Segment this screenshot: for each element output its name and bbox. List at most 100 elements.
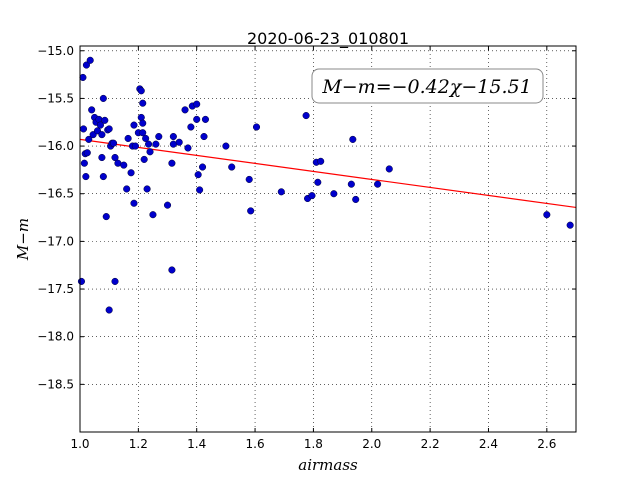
data-point (566, 221, 574, 229)
data-point (130, 199, 138, 207)
fit-annotation: M−m=−0.42χ−15.51 (311, 68, 544, 104)
data-point (317, 157, 325, 165)
x-tick-label: 2.2 (421, 437, 440, 451)
data-point (302, 112, 310, 120)
x-tick-label: 1.2 (129, 437, 148, 451)
data-point (86, 56, 94, 64)
y-tick-label: −17.5 (37, 282, 74, 296)
data-point (124, 134, 132, 142)
fit-line (79, 138, 577, 209)
data-point (193, 100, 201, 108)
data-point (308, 192, 316, 200)
annotation-text: M−m=−0.42χ−15.51 (321, 76, 531, 98)
data-point (82, 173, 90, 181)
data-point (152, 140, 160, 148)
data-point (168, 266, 176, 274)
data-point (149, 211, 157, 219)
data-point (105, 306, 113, 314)
x-tick-label: 1.4 (187, 437, 206, 451)
data-point (252, 123, 261, 131)
data-point (98, 153, 106, 162)
plot-frame (79, 45, 577, 433)
data-point (168, 159, 176, 167)
chart-title: 2020-06-23_010801 (247, 29, 409, 49)
data-point (82, 61, 90, 69)
y-tick-label: −18.5 (37, 377, 74, 391)
data-point (347, 180, 355, 188)
data-point (184, 144, 192, 152)
data-point (198, 163, 207, 171)
data-point (314, 178, 322, 186)
data-point (139, 129, 147, 137)
data-point (146, 148, 154, 156)
data-point (175, 138, 183, 146)
data-point (139, 99, 147, 107)
data-point (385, 165, 393, 173)
data-point (123, 185, 131, 193)
data-point (374, 180, 382, 188)
data-point (79, 125, 88, 133)
y-tick-label: −17.0 (37, 234, 74, 248)
data-point (130, 121, 138, 129)
data-point (131, 142, 139, 150)
data-point (349, 135, 357, 143)
data-point (139, 119, 147, 127)
fit-line-layer (79, 138, 577, 209)
axis-ticks: 1.0 1.2 1.4 1.6 1.8 2.0 2.2 2.4 2.6 −15.0 −15.5 −16… (37, 44, 576, 451)
data-point (169, 132, 177, 141)
x-axis-label: airmass (298, 456, 358, 474)
y-tick-label: −15.0 (37, 44, 74, 58)
data-point (228, 163, 236, 171)
data-point (137, 87, 145, 95)
data-point (127, 169, 135, 177)
data-point (80, 159, 88, 167)
y-tick-label: −18.0 (37, 330, 74, 344)
x-tick-label: 1.0 (70, 437, 89, 451)
data-point (155, 132, 163, 141)
data-point (110, 139, 118, 147)
data-point (99, 173, 107, 181)
data-point (194, 171, 202, 179)
data-point (85, 135, 93, 143)
y-tick-label: −15.5 (37, 91, 74, 105)
data-point (143, 185, 151, 193)
data-point (145, 140, 153, 148)
data-point (201, 115, 210, 123)
data-point (88, 106, 96, 114)
data-point (543, 211, 551, 219)
data-point (247, 207, 255, 215)
data-point (83, 149, 91, 157)
data-point (277, 188, 285, 196)
data-point (111, 277, 119, 285)
data-point (193, 115, 201, 123)
data-point (163, 201, 172, 209)
data-point (77, 277, 86, 285)
data-point (96, 121, 104, 129)
data-point (111, 153, 119, 162)
data-point (245, 175, 253, 183)
x-tick-label: 2.6 (537, 437, 556, 451)
x-tick-label: 1.8 (304, 437, 323, 451)
data-point (140, 155, 148, 163)
y-tick-label: −16.5 (37, 187, 74, 201)
data-point (181, 106, 189, 114)
data-point (101, 116, 109, 124)
data-points (77, 56, 574, 314)
data-point (79, 73, 87, 82)
annotation-box (311, 68, 544, 104)
data-point (330, 190, 338, 198)
data-point (200, 132, 208, 141)
y-tick-label: −16.0 (37, 139, 74, 153)
data-point (196, 186, 204, 194)
data-point (187, 123, 195, 131)
data-point (98, 131, 106, 139)
x-tick-label: 1.6 (246, 437, 265, 451)
x-tick-label: 2.4 (479, 437, 498, 451)
data-point (99, 94, 107, 102)
x-tick-label: 2.0 (362, 437, 381, 451)
data-point (102, 213, 110, 221)
data-point (105, 125, 113, 133)
data-point (142, 134, 150, 142)
data-point (120, 161, 128, 169)
